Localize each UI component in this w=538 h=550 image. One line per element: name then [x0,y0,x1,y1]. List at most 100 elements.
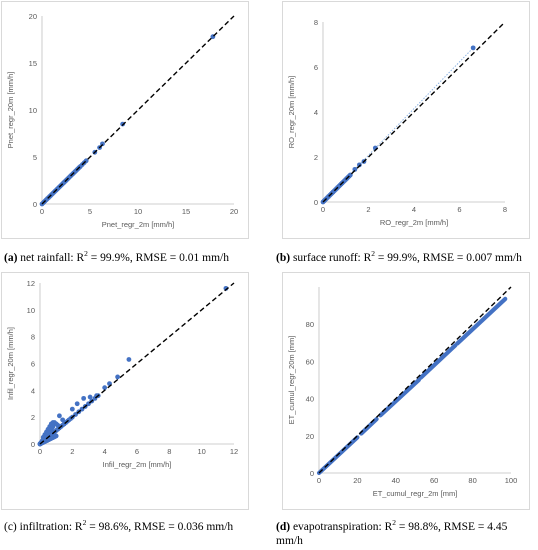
x-axis-label-d: ET_cumul_regr_2m [mm] [373,489,458,498]
y-tick-label-b: 2 [314,153,318,162]
x-tick-label-b: 8 [503,205,507,214]
caption-b-sup: 2 [371,249,376,259]
data-point-c [126,357,132,362]
caption-c-sup: 2 [82,518,87,528]
y-tick-label-c: 2 [31,413,35,422]
x-tick-label-d: 20 [353,476,361,485]
caption-d-sup: 2 [392,518,397,528]
chart-a-svg: 0 5 10 15 20 0 5 10 15 20 Pnet_regr_2m [mm/h] Pnet_… [6,12,238,229]
y-axis-label-d: ET_cumul_regr_20m [mm] [287,336,296,425]
y-tick-label-a: 0 [33,200,37,209]
y-tick-label-d: 20 [306,432,314,441]
x-tick-label-d: 80 [468,476,476,485]
data-point-c [102,385,108,391]
y-tick-label-c: 10 [27,306,35,315]
y-tick-label-d: 60 [306,357,314,366]
caption-a-text: net rainfall: R [17,252,85,264]
x-tick-label-b: 4 [412,205,416,214]
x-tick-label-d: 40 [392,476,400,485]
x-tick-label-b: 2 [366,205,370,214]
x-tick-label-c: 8 [167,447,171,456]
data-point-c [69,406,75,412]
data-point-c [57,413,62,419]
y-tick-label-b: 6 [314,63,318,72]
data-point-c [60,417,66,423]
caption-a-values: = 99.9%, RMSE = 0.01 mm/h [87,252,229,264]
y-tick-label-b: 4 [314,108,318,117]
chart-panel-a: 0 5 10 15 20 0 5 10 15 20 Pnet_regr_2m [mm/h] Pnet_… [1,1,249,239]
data-point-c [81,395,87,401]
x-tick-label-b: 0 [321,205,325,214]
y-axis-label-a: Pnet_regr_20m [mm/h] [6,72,15,149]
caption-b-text: surface runoff: R [290,252,372,264]
y-tick-label-d: 0 [310,469,314,478]
data-series-segment-d [359,416,379,436]
x-tick-label-d: 0 [317,476,321,485]
caption-a-sup: 2 [84,249,88,259]
x-axis-label-c: Infil_regr_2m [mm/h] [103,460,172,469]
reference-line-b [322,21,506,203]
data-point-b [357,162,362,168]
data-point-c [74,401,80,407]
data-point-c [115,374,120,380]
x-tick-label-d: 100 [505,476,518,485]
data-point-c [50,424,56,429]
reference-line-a [41,15,235,205]
data-series-segment-d [378,377,421,418]
x-tick-label-c: 12 [230,447,238,456]
caption-c-letter: (c) [4,521,17,533]
caption-c-values: = 98.6%, RMSE = 0.036 mm/h [86,521,234,533]
y-tick-label-a: 10 [29,106,37,115]
chart-b-svg: 0 2 4 6 8 0 2 4 6 8 RO_regr_2m [mm/h] RO_regr_20m [… [287,18,507,227]
chart-d-svg: 0 20 40 60 80 100 0 20 40 60 80 ET_cumul_regr_2m [m… [287,286,518,498]
reference-line-c [39,282,235,445]
caption-d: (d) evapotranspiration: R2 = 98.8%, RMSE… [276,518,534,548]
x-tick-label-b: 6 [457,205,461,214]
chart-panel-d: 0 20 40 60 80 100 0 20 40 60 80 ET_cumul_regr_2m [m… [282,272,530,510]
x-tick-label-a: 10 [134,207,142,216]
caption-b-letter: (b) [276,252,291,264]
y-tick-label-b: 0 [314,198,318,207]
x-tick-label-c: 2 [70,447,74,456]
x-tick-label-c: 10 [197,447,205,456]
x-tick-label-c: 6 [135,447,139,456]
chart-panel-b: 0 2 4 6 8 0 2 4 6 8 RO_regr_2m [mm/h] RO_regr_20m [… [282,1,530,239]
chart-c-svg: 0 2 4 6 8 10 12 0 2 4 6 8 10 12 Infil_regr_2m [mm/h] In… [6,279,238,469]
y-tick-label-a: 5 [33,153,37,162]
x-tick-label-a: 15 [182,207,190,216]
data-point-b [352,166,358,172]
y-axis-label-c: Infil_regr_20m [mm/h] [6,327,15,400]
y-tick-label-d: 80 [306,320,314,329]
data-series-segment-d [418,343,458,380]
data-point-c [55,422,61,428]
x-tick-label-d: 60 [430,476,438,485]
y-tick-label-c: 4 [31,386,35,395]
caption-b: (b) surface runoff: R2 = 99.9%, RMSE = 0… [276,249,522,265]
caption-c-text: infiltration: R [16,521,83,533]
data-series-segment-d [455,296,508,346]
caption-b-values: = 99.9%, RMSE = 0.007 mm/h [375,252,522,264]
caption-a: (a) net rainfall: R2 = 99.9%, RMSE = 0.0… [4,249,229,265]
caption-a-letter: (a) [4,252,18,264]
y-axis-label-b: RO_regr_20m [mm/h] [287,76,296,149]
chart-panel-c: 0 2 4 6 8 10 12 0 2 4 6 8 10 12 Infil_regr_2m [mm/h] In… [1,272,249,510]
y-tick-label-c: 12 [27,279,35,288]
y-tick-label-b: 8 [314,18,318,27]
x-tick-label-a: 5 [88,207,92,216]
caption-d-values: = 98.8%, RMSE = 4.45 [396,521,508,533]
reference-line-d [318,286,512,474]
y-tick-label-c: 0 [31,440,35,449]
y-tick-label-d: 40 [306,395,314,404]
caption-d-text: evapotranspiration: R [290,521,393,533]
caption-d-unit: mm/h [276,535,303,547]
x-tick-label-c: 4 [103,447,107,456]
x-tick-label-a: 0 [40,207,44,216]
x-axis-label-b: RO_regr_2m [mm/h] [380,218,448,227]
x-tick-label-c: 0 [38,447,42,456]
caption-c: (c) infiltration: R2 = 98.6%, RMSE = 0.0… [4,518,234,534]
x-axis-label-a: Pnet_regr_2m [mm/h] [102,220,175,229]
y-tick-label-a: 20 [29,12,37,21]
x-tick-label-a: 20 [230,207,238,216]
y-tick-label-c: 8 [31,333,35,342]
y-tick-label-c: 6 [31,360,35,369]
